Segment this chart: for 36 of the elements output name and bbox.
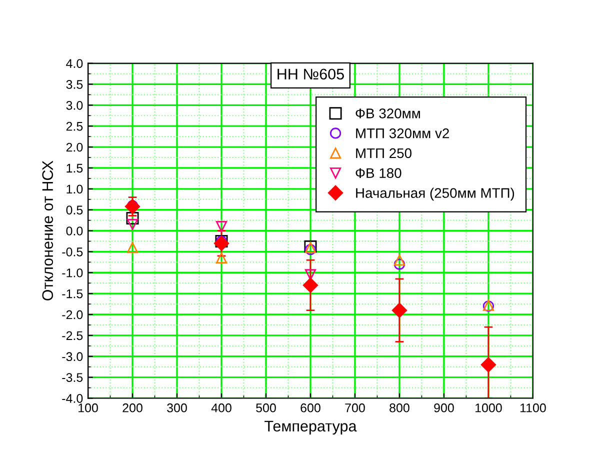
y-axis-title: Отклонение от НСХ: [42, 160, 54, 300]
legend-label: МТП 250: [356, 148, 412, 158]
y-tick-label: 1.5: [66, 164, 83, 173]
y-tick-label: 2.5: [66, 122, 83, 131]
y-tick-label: -1.0: [62, 268, 83, 278]
y-tick-label: -2.0: [62, 310, 83, 320]
legend-label: МТП 320мм v2: [356, 128, 449, 138]
x-tick-label: 300: [167, 403, 187, 412]
y-tick-label: 0.0: [66, 226, 83, 236]
x-tick-label: 600: [300, 403, 320, 412]
y-tick-label: -3.0: [62, 352, 83, 362]
y-tick-label: 0.5: [66, 206, 83, 214]
y-tick-label: 3.5: [66, 80, 83, 89]
y-tick-label: 3.0: [66, 100, 83, 110]
x-tick-label: 700: [345, 403, 365, 412]
x-axis-title: Температура: [264, 420, 357, 435]
legend-label: Начальная (250мм МТП): [356, 188, 514, 201]
y-tick-label: -2.5: [62, 331, 83, 340]
chart-title: НН №605: [278, 68, 344, 80]
y-tick-label: -0.5: [62, 248, 83, 256]
x-tick-label: 1000: [476, 403, 502, 412]
y-tick-label: -4.0: [62, 394, 83, 403]
x-tick-label: 800: [390, 403, 410, 412]
x-tick-label: 400: [211, 403, 232, 412]
x-tick-label: 1100: [520, 403, 546, 412]
x-tick-label: 500: [256, 403, 276, 412]
y-tick-label: 1.0: [66, 184, 83, 194]
y-tick-label: 4.0: [66, 59, 83, 68]
y-tick-label: -3.5: [62, 373, 83, 382]
y-tick-label: -1.5: [62, 290, 83, 298]
legend-label: ФВ 320мм: [356, 108, 420, 118]
x-tick-label: 200: [122, 403, 142, 412]
legend-label: ФВ 180: [356, 168, 402, 178]
y-tick-label: 2.0: [66, 142, 83, 152]
x-tick-label: 900: [434, 403, 454, 412]
x-tick-label: 100: [78, 403, 98, 412]
